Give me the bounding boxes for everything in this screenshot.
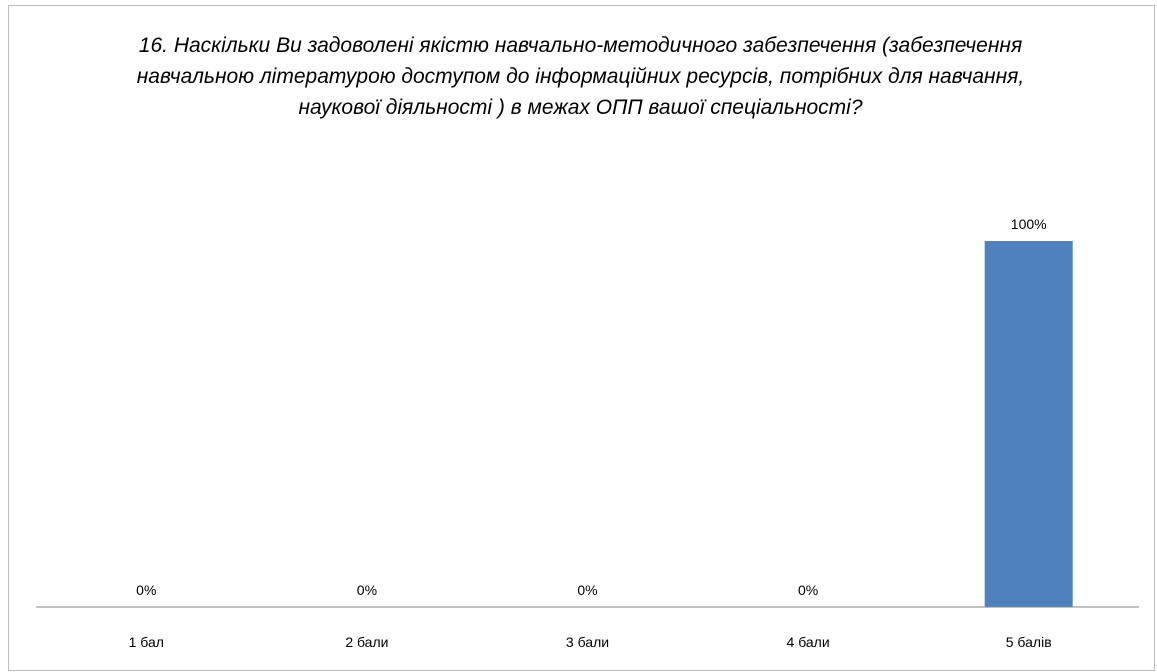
data-label-5: 100% <box>1011 216 1047 232</box>
x-tick-labels-layer: 1 бал 2 бали 3 бали 4 бали 5 балів <box>129 634 1052 650</box>
bars-layer <box>984 241 1073 607</box>
data-labels-layer: 0% 0% 0% 0% 100% <box>136 216 1046 598</box>
data-label-1: 0% <box>136 582 156 598</box>
x-tick-label-4: 4 бали <box>787 634 830 650</box>
x-tick-label-1: 1 бал <box>129 634 164 650</box>
data-label-3: 0% <box>577 582 597 598</box>
x-tick-label-5: 5 балів <box>1006 634 1052 650</box>
data-label-2: 0% <box>357 582 377 598</box>
chart-frame <box>8 5 1155 671</box>
x-tick-label-3: 3 бали <box>566 634 609 650</box>
bar-5 <box>984 241 1073 607</box>
chart-title: 16. Наскільки Ви задоволені якістю навча… <box>136 34 1025 119</box>
x-tick-label-2: 2 бали <box>345 634 388 650</box>
data-label-4: 0% <box>798 582 818 598</box>
